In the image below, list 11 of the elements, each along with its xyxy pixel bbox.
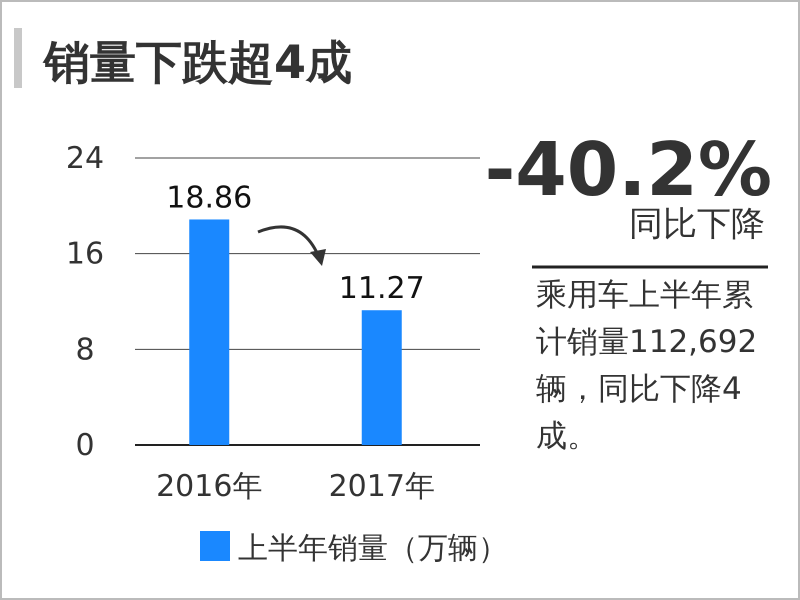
text: 乘用车上半年累计销量112,692辆，同比下降4成。 [536,277,758,454]
y-tick-label: 16 [66,236,104,272]
x-tick-label: 2017年 [328,469,435,504]
y-tick-label: 24 [66,141,104,176]
x-tick-label: 2016年 [156,469,262,504]
chart-title: 销量下跌超4成 [42,35,352,89]
y-tick-label: 8 [75,332,95,368]
data-label: 18.86 [166,180,252,216]
data-label: 11.27 [338,271,425,306]
y-tick-label: 0 [75,428,95,463]
legend-label: 上半年销量（万辆） [238,531,508,566]
